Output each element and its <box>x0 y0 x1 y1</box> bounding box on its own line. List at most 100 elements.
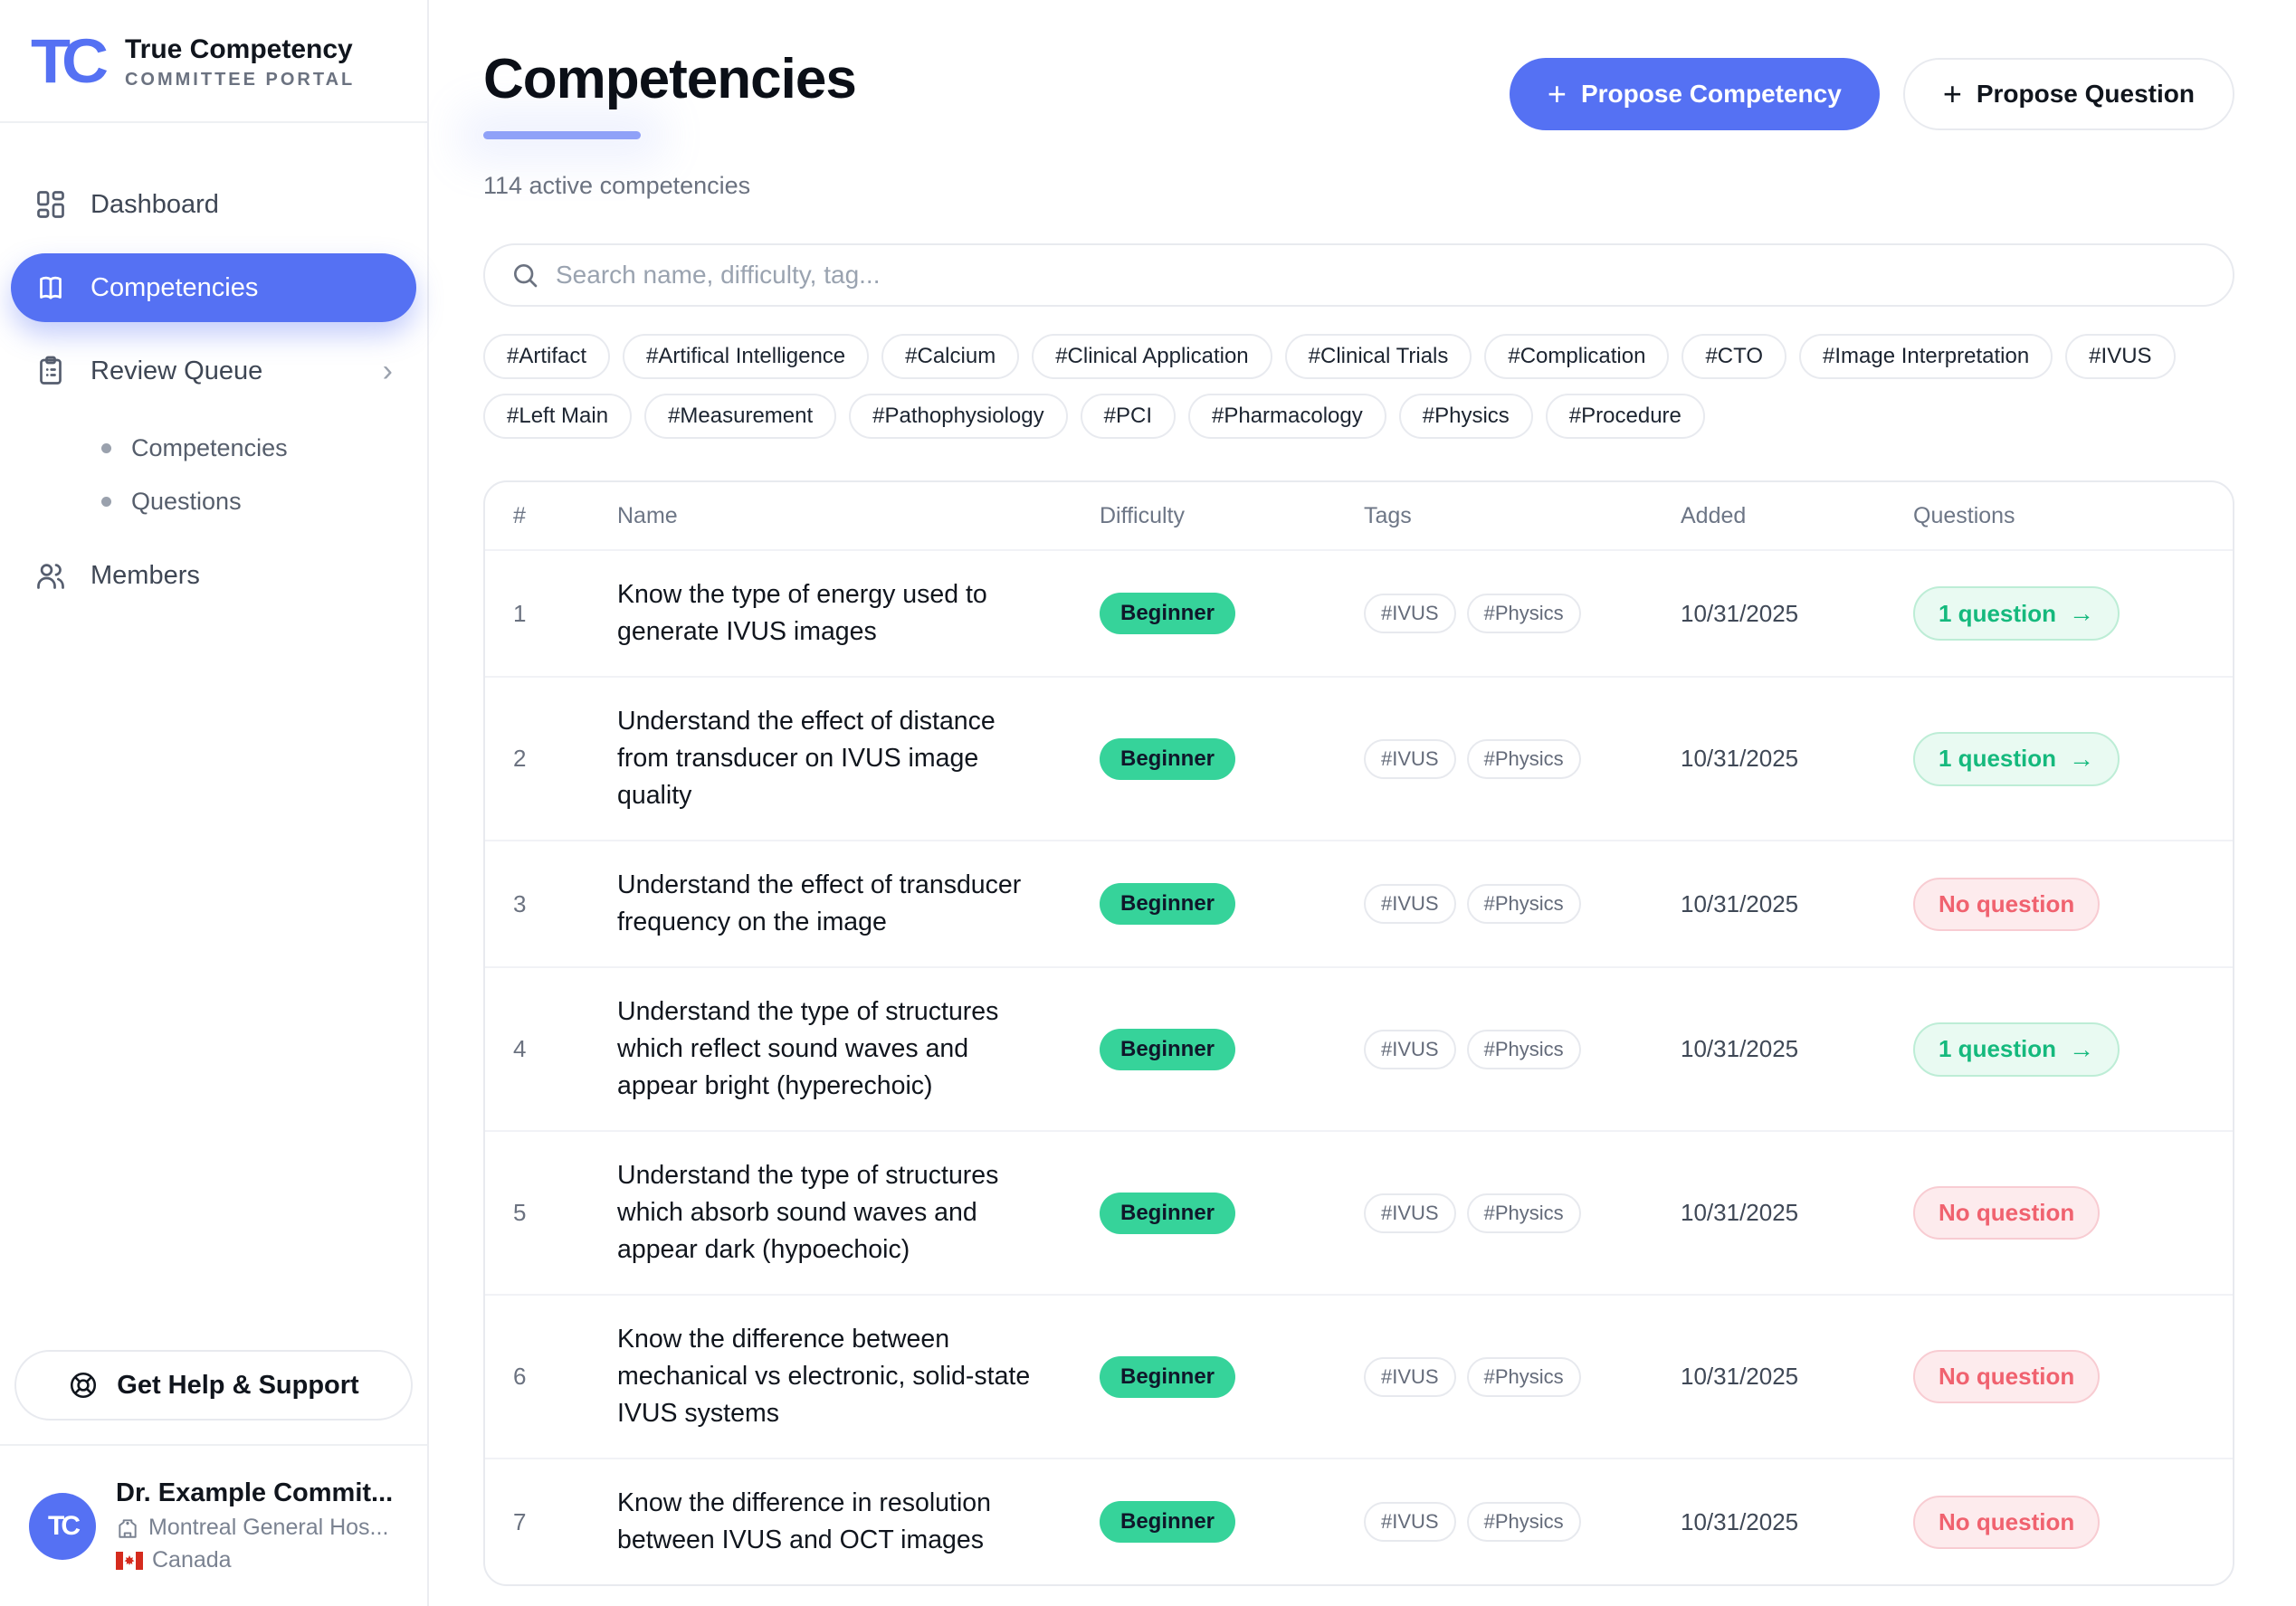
arrow-right-icon: → <box>2069 744 2095 773</box>
row-tag: #IVUS <box>1364 738 1456 779</box>
row-number: 2 <box>513 745 527 772</box>
sidebar-item-label: Review Queue <box>91 356 263 385</box>
difficulty-badge: Beginner <box>1100 1028 1236 1070</box>
filter-tag-chip[interactable]: #Image Interpretation <box>1799 334 2053 379</box>
brand-name: True Competency <box>124 33 353 64</box>
row-number: 6 <box>513 1363 527 1390</box>
questions-pill[interactable]: 1 question → <box>1913 586 2120 641</box>
sidebar-item-review-queue[interactable]: Review Queue › <box>11 337 416 405</box>
user-hospital: Montreal General Hos... <box>148 1515 389 1540</box>
filter-tag-chip[interactable]: #Clinical Application <box>1032 334 1272 379</box>
questions-pill[interactable]: No question <box>1913 877 2101 931</box>
bullet-dot-icon <box>101 497 111 507</box>
competency-name: Understand the effect of transducer freq… <box>617 870 1022 936</box>
sidebar-nav: Dashboard Competencies <box>0 123 427 610</box>
row-tag: #IVUS <box>1364 884 1456 924</box>
sidebar-subitem-questions[interactable]: Questions <box>11 475 416 528</box>
clipboard-icon <box>34 355 67 387</box>
row-number: 5 <box>513 1199 527 1226</box>
questions-label: No question <box>1939 1507 2075 1535</box>
filter-tag-chip[interactable]: #Complication <box>1484 334 1670 379</box>
search-bar <box>483 243 2234 307</box>
sidebar-subitem-competencies[interactable]: Competencies <box>11 422 416 475</box>
filter-tag-chip[interactable]: #Clinical Trials <box>1284 334 1472 379</box>
sidebar-bottom-divider <box>0 1444 427 1446</box>
difficulty-badge: Beginner <box>1100 1501 1236 1543</box>
added-date: 10/31/2025 <box>1681 1507 1799 1535</box>
row-tag-list: #IVUS #Physics <box>1364 594 1681 633</box>
competency-name: Know the type of energy used to generate… <box>617 580 987 646</box>
row-tag: #Physics <box>1466 884 1581 924</box>
column-header-difficulty: Difficulty <box>1100 502 1186 528</box>
questions-label: No question <box>1939 1199 2075 1226</box>
added-date: 10/31/2025 <box>1681 889 1799 917</box>
column-header-name: Name <box>617 502 678 528</box>
plus-icon: + <box>1547 75 1567 112</box>
row-tag: #Physics <box>1466 1193 1581 1233</box>
row-number: 1 <box>513 599 527 627</box>
table-row[interactable]: 5 Understand the type of structures whic… <box>485 1130 2233 1294</box>
filter-tag-chip[interactable]: #Physics <box>1398 394 1533 439</box>
table-row[interactable]: 7 Know the difference in resolution betw… <box>485 1458 2233 1584</box>
sidebar-item-dashboard[interactable]: Dashboard <box>11 170 416 239</box>
row-tag: #Physics <box>1466 1356 1581 1397</box>
row-tag: #IVUS <box>1364 1029 1456 1069</box>
filter-tag-chip[interactable]: #Calcium <box>881 334 1020 379</box>
filter-tag-chip[interactable]: #CTO <box>1682 334 1787 379</box>
added-date: 10/31/2025 <box>1681 745 1799 772</box>
propose-question-label: Propose Question <box>1976 80 2195 108</box>
propose-question-button[interactable]: + Propose Question <box>1902 58 2234 130</box>
filter-tag-chip[interactable]: #Artifical Intelligence <box>623 334 870 379</box>
chevron-right-icon: › <box>382 354 393 388</box>
table-row[interactable]: 3 Understand the effect of transducer fr… <box>485 840 2233 966</box>
lifebuoy-icon <box>68 1370 99 1401</box>
filter-tag-chip[interactable]: #Artifact <box>483 334 611 379</box>
competency-name: Know the difference in resolution betwee… <box>617 1488 991 1554</box>
row-tag: #Physics <box>1466 594 1581 633</box>
sidebar-bottom: Get Help & Support TC Dr. Example Commit… <box>0 1350 427 1581</box>
table-row[interactable]: 4 Understand the type of structures whic… <box>485 966 2233 1130</box>
table-row[interactable]: 2 Understand the effect of distance from… <box>485 676 2233 840</box>
questions-pill[interactable]: 1 question → <box>1913 1022 2120 1077</box>
competency-count: 114 active competencies <box>483 172 751 199</box>
competency-table: # Name Difficulty Tags Added Questions 1… <box>483 480 2234 1586</box>
filter-tag-chip[interactable]: #Procedure <box>1545 394 1705 439</box>
filter-tag-chip[interactable]: #PCI <box>1080 394 1176 439</box>
search-input[interactable] <box>556 261 2207 290</box>
table-header-row: # Name Difficulty Tags Added Questions <box>485 482 2233 549</box>
user-profile[interactable]: TC Dr. Example Commit... Montreal Genera… <box>14 1446 413 1581</box>
questions-label: 1 question <box>1939 599 2057 627</box>
added-date: 10/31/2025 <box>1681 1035 1799 1062</box>
filter-tag-chip[interactable]: #Pharmacology <box>1187 394 1386 439</box>
questions-pill[interactable]: 1 question → <box>1913 731 2120 786</box>
filter-tag-chip[interactable]: #IVUS <box>2065 334 2176 379</box>
sidebar-item-competencies[interactable]: Competencies <box>11 253 416 322</box>
table-row[interactable]: 1 Know the type of energy used to genera… <box>485 549 2233 676</box>
questions-pill[interactable]: No question <box>1913 1186 2101 1240</box>
filter-tag-chip[interactable]: #Measurement <box>644 394 837 439</box>
difficulty-badge: Beginner <box>1100 1192 1236 1234</box>
get-help-button[interactable]: Get Help & Support <box>14 1350 413 1421</box>
dashboard-icon <box>34 188 67 221</box>
user-name: Dr. Example Commit... <box>116 1478 394 1507</box>
arrow-right-icon: → <box>2069 1034 2095 1063</box>
table-row[interactable]: 6 Know the difference between mechanical… <box>485 1294 2233 1458</box>
questions-pill[interactable]: No question <box>1913 1495 2101 1549</box>
propose-competency-button[interactable]: + Propose Competency <box>1509 58 1880 130</box>
filter-tag-chip[interactable]: #Left Main <box>483 394 633 439</box>
sidebar-subitem-label: Competencies <box>131 434 288 461</box>
row-tag-list: #IVUS #Physics <box>1364 1029 1681 1069</box>
row-tag-list: #IVUS #Physics <box>1364 1356 1681 1397</box>
row-tag: #IVUS <box>1364 1193 1456 1233</box>
filter-tag-chip[interactable]: #Pathophysiology <box>849 394 1068 439</box>
questions-label: 1 question <box>1939 1035 2057 1062</box>
row-number: 7 <box>513 1507 527 1535</box>
sidebar-item-members[interactable]: Members <box>11 541 416 610</box>
row-tag-list: #IVUS #Physics <box>1364 1193 1681 1233</box>
difficulty-badge: Beginner <box>1100 883 1236 925</box>
row-number: 4 <box>513 1035 527 1062</box>
questions-pill[interactable]: No question <box>1913 1350 2101 1403</box>
arrow-right-icon: → <box>2069 599 2095 627</box>
brand-tagline: COMMITTEE PORTAL <box>124 69 356 90</box>
